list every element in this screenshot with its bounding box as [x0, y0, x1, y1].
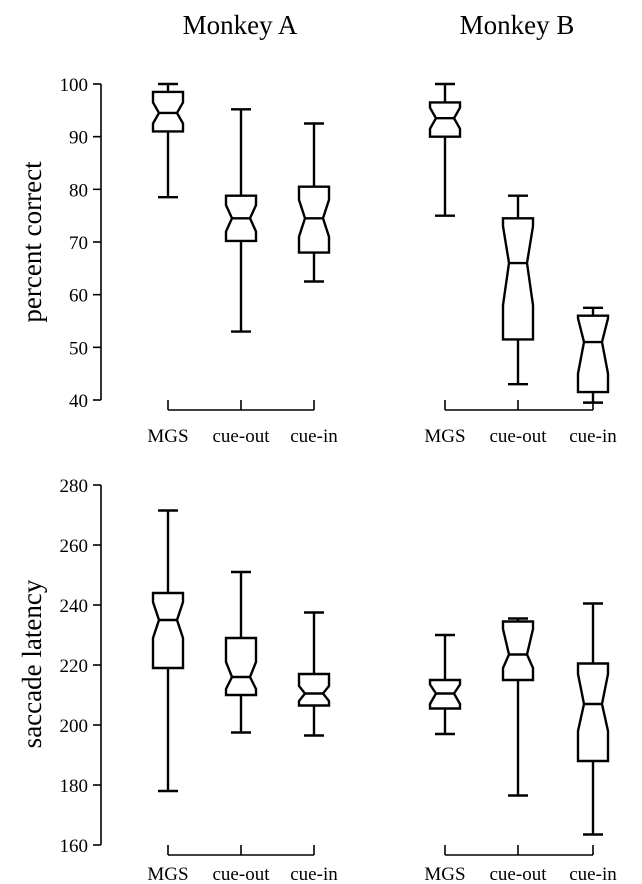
x-tick-label: cue-in [290, 864, 338, 884]
box-body [224, 194, 258, 243]
y-tick-label: 80 [69, 180, 88, 201]
y-tick-label: 220 [60, 656, 89, 677]
boxplot-cue-out [501, 194, 535, 386]
y-tick-label: 240 [60, 596, 89, 617]
y-tick-label: 200 [60, 716, 89, 737]
box-body [501, 217, 535, 341]
chart-panels: 40 50 60 70 80 90 100 MGS cue-out cue-in MGS cue-ou… [60, 75, 618, 884]
x-tick-label: cue-out [490, 864, 548, 884]
y-tick-label: 180 [60, 776, 89, 797]
boxplot-cue-in [576, 306, 610, 404]
y-tick-label: 280 [60, 476, 89, 497]
panel-title-monkey-a: Monkey A [183, 10, 298, 40]
x-tick-label: cue-out [213, 426, 271, 447]
x-tick-label: cue-in [290, 426, 338, 447]
box-body [297, 672, 331, 707]
boxplot-MGS [428, 633, 462, 736]
x-tick-label: cue-out [213, 864, 271, 884]
boxplot-MGS [151, 82, 185, 199]
x-tick-label: cue-out [490, 426, 548, 447]
box-body [428, 678, 462, 710]
panel-A_correct: 40 50 60 70 80 90 100 MGS cue-out cue-in [60, 75, 339, 447]
y-tick-label: 90 [69, 128, 88, 149]
x-tick-label: cue-in [569, 426, 617, 447]
y-axis-label-percent-correct: percent correct [17, 161, 47, 323]
y-tick-label: 260 [60, 536, 89, 557]
y-tick-label: 100 [60, 75, 89, 96]
x-tick-label: MGS [147, 864, 188, 884]
panel-A_latency: 160 180 200 220 240 260 280 MGS cue-out cue-in [60, 476, 339, 884]
box-body [151, 90, 185, 133]
box-body [501, 620, 535, 682]
boxplot-cue-in [297, 122, 331, 283]
box-body [297, 185, 331, 254]
x-tick-label: MGS [424, 864, 465, 884]
y-tick-label: 60 [69, 286, 88, 307]
boxplot-MGS [151, 509, 185, 793]
panel-B_latency: MGS cue-out cue-in [424, 602, 617, 884]
x-tick-label: cue-in [569, 864, 617, 884]
x-tick-label: MGS [424, 426, 465, 447]
box-body [224, 636, 258, 697]
y-tick-label: 40 [69, 391, 88, 412]
boxplot-cue-in [576, 602, 610, 836]
panel-title-monkey-b: Monkey B [460, 10, 575, 40]
box-body [428, 101, 462, 138]
x-tick-label: MGS [147, 426, 188, 447]
boxplot-cue-out [224, 108, 258, 333]
box-body [576, 662, 610, 763]
y-tick-label: 70 [69, 233, 88, 254]
box-body [576, 314, 610, 394]
y-axis-label-saccade-latency: saccade latency [17, 579, 47, 748]
panel-B_correct: MGS cue-out cue-in [424, 82, 617, 447]
box-body [151, 591, 185, 670]
boxplot-cue-out [501, 617, 535, 797]
y-tick-label: 160 [60, 836, 89, 857]
y-tick-label: 50 [69, 338, 88, 359]
boxplot-cue-out [224, 570, 258, 734]
boxplot-cue-in [297, 611, 331, 737]
boxplot-MGS [428, 82, 462, 217]
